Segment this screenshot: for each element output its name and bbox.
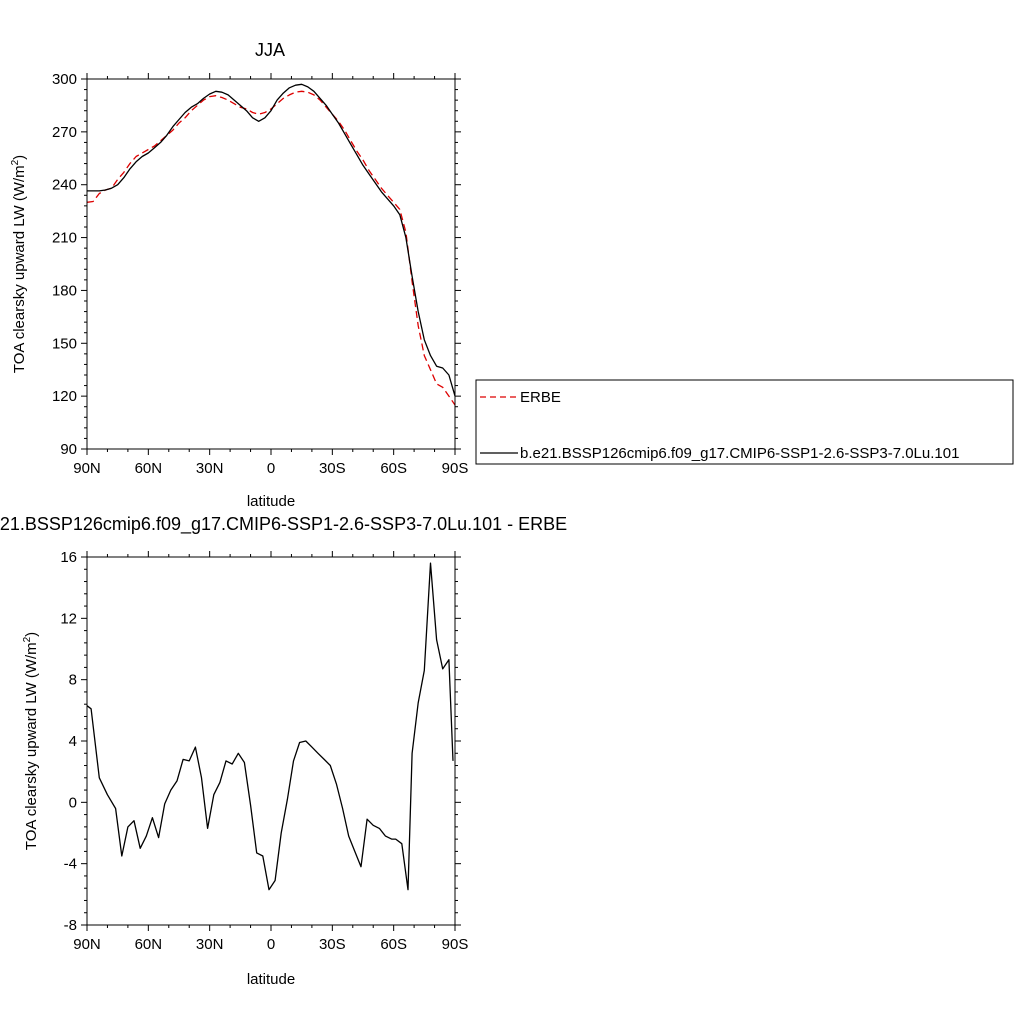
bottom-ytick-label: 4 <box>69 733 77 750</box>
bottom-xtick-label: 0 <box>267 936 275 953</box>
legend-label-erbe: ERBE <box>520 389 561 406</box>
top-axis-ticks: 90N 60N 30N 0 30S 60S 90S 90 120 150 180 210 240 270 3… <box>52 71 468 477</box>
bottom-axis-ticks: 90N 60N 30N 0 30S 60S 90S -8 -4 0 4 8 12 16 <box>60 549 468 953</box>
top-ytick-label: 120 <box>52 388 77 405</box>
top-ytick-label: 150 <box>52 335 77 352</box>
top-x-axis-label: latitude <box>247 493 295 510</box>
top-series-line-0 <box>86 90 456 406</box>
top-plot-frame <box>86 78 456 450</box>
bottom-ytick-label: 12 <box>60 610 77 627</box>
legend-label-model: b.e21.BSSP126cmip6.f09_g17.CMIP6-SSP1-2.… <box>520 445 959 462</box>
bottom-plot-frame <box>86 556 456 926</box>
bottom-xtick-label: 60N <box>135 936 163 953</box>
top-xtick-label: 30N <box>196 460 224 477</box>
bottom-ytick-label: 16 <box>60 549 77 566</box>
bottom-xtick-label: 90N <box>73 936 101 953</box>
bottom-chart-panel: b.e21.BSSP126cmip6.f09_g17.CMIP6-SSP1-2.… <box>0 514 567 988</box>
bottom-series-line-0 <box>86 562 454 891</box>
bottom-series-lines <box>86 562 454 891</box>
bottom-x-axis-label: latitude <box>247 971 295 988</box>
top-xtick-label: 60S <box>380 460 407 477</box>
bottom-xtick-label: 60S <box>380 936 407 953</box>
bottom-xtick-label: 30S <box>319 936 346 953</box>
legend-box <box>475 379 1014 465</box>
top-series-line-1 <box>87 83 456 397</box>
top-chart-title: JJA <box>255 40 285 60</box>
top-ytick-label: 270 <box>52 124 77 141</box>
bottom-ytick-label: 0 <box>69 794 77 811</box>
bottom-ytick-label: -4 <box>64 856 77 873</box>
bottom-ytick-label: 8 <box>69 672 77 689</box>
top-xtick-label: 30S <box>319 460 346 477</box>
top-ytick-label: 240 <box>52 177 77 194</box>
top-ytick-label: 180 <box>52 282 77 299</box>
bottom-xtick-label: 90S <box>442 936 469 953</box>
top-series-lines <box>86 83 456 406</box>
legend: ERBE b.e21.BSSP126cmip6.f09_g17.CMIP6-SS… <box>475 379 1014 465</box>
top-ytick-label: 300 <box>52 71 77 88</box>
top-xtick-label: 60N <box>135 460 163 477</box>
bottom-chart-title: b.e21.BSSP126cmip6.f09_g17.CMIP6-SSP1-2.… <box>0 514 567 535</box>
top-ytick-label: 210 <box>52 230 77 247</box>
bottom-ytick-label: -8 <box>64 917 77 934</box>
top-chart-panel: JJA 90N 60N 30N 0 30S 60S 90S 90 120 150 180 210 240… <box>10 40 1014 510</box>
top-y-axis-label: TOA clearsky upward LW (W/m2) <box>10 155 28 373</box>
top-xtick-label: 90N <box>73 460 101 477</box>
top-ytick-label: 90 <box>60 441 77 458</box>
bottom-xtick-label: 30N <box>196 936 224 953</box>
bottom-y-axis-label: TOA clearsky upward LW (W/m2) <box>22 632 40 850</box>
top-xtick-label: 0 <box>267 460 275 477</box>
top-xtick-label: 90S <box>442 460 469 477</box>
